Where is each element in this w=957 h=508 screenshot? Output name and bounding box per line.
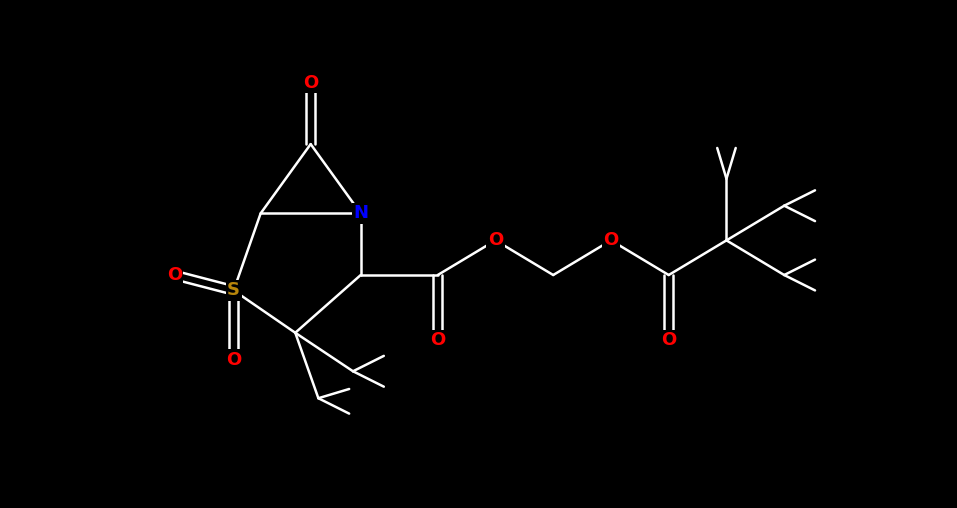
Text: O: O: [603, 231, 618, 249]
Text: O: O: [303, 74, 319, 91]
Text: O: O: [661, 332, 677, 350]
Text: S: S: [227, 281, 240, 299]
Text: O: O: [430, 332, 445, 350]
Text: O: O: [488, 231, 503, 249]
Text: N: N: [353, 204, 368, 223]
Text: O: O: [226, 351, 241, 369]
Text: O: O: [167, 266, 182, 284]
